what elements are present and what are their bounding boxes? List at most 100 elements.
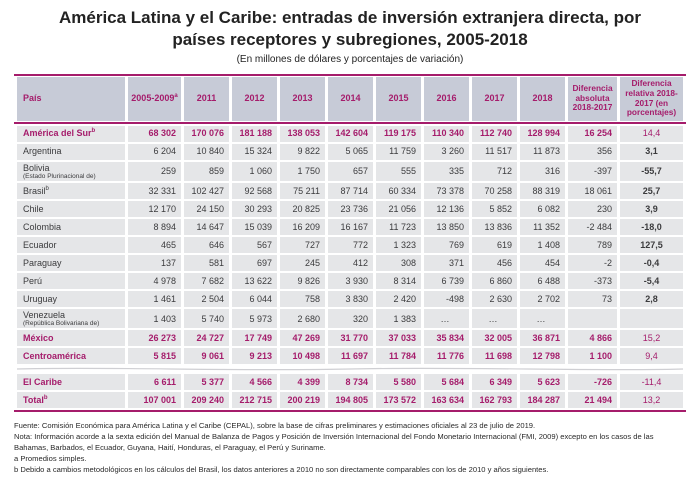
- value-cell: 2 504: [184, 290, 229, 307]
- value-cell: 3,1: [620, 143, 683, 160]
- value-cell: -373: [568, 272, 617, 289]
- value-cell: 308: [376, 254, 421, 271]
- value-cell: 31 770: [328, 330, 373, 347]
- value-cell: 200 219: [280, 392, 325, 409]
- value-cell: …: [424, 308, 469, 329]
- value-cell: 137: [128, 254, 181, 271]
- value-cell: -397: [568, 161, 617, 181]
- value-cell: 1 750: [280, 161, 325, 181]
- value-cell: -0,4: [620, 254, 683, 271]
- value-cell: 75 211: [280, 182, 325, 199]
- value-cell: 14 647: [184, 218, 229, 235]
- footnote-a: a Promedios simples.: [14, 453, 87, 463]
- value-cell: 6 611: [128, 374, 181, 391]
- value-cell: 697: [232, 254, 277, 271]
- value-cell: …: [472, 308, 517, 329]
- value-cell: 712: [472, 161, 517, 181]
- value-cell: 456: [472, 254, 517, 271]
- value-cell: 107 001: [128, 392, 181, 409]
- value-cell: 5 973: [232, 308, 277, 329]
- value-cell: 555: [376, 161, 421, 181]
- country-cell: Brasilb: [17, 182, 125, 199]
- fdi-table: País 2005-2009a 2011 2012 2013 2014 2015 2016 20…: [14, 73, 686, 413]
- value-cell: 412: [328, 254, 373, 271]
- value-cell: 17 749: [232, 330, 277, 347]
- country-cell: América del Surb: [17, 125, 125, 142]
- value-cell: 4 978: [128, 272, 181, 289]
- value-cell: 21 494: [568, 392, 617, 409]
- value-cell: 758: [280, 290, 325, 307]
- value-cell: 789: [568, 236, 617, 253]
- value-cell: 1 383: [376, 308, 421, 329]
- value-cell: 2 680: [280, 308, 325, 329]
- value-cell: 173 572: [376, 392, 421, 409]
- table-row: Chile 12 170 24 150 30 293 20 825 23 736 21 05…: [17, 200, 683, 217]
- value-cell: 371: [424, 254, 469, 271]
- value-cell: 4 566: [232, 374, 277, 391]
- value-cell: 5 684: [424, 374, 469, 391]
- column-header: 2005-2009a: [128, 76, 181, 121]
- value-cell: 259: [128, 161, 181, 181]
- value-cell: 5 740: [184, 308, 229, 329]
- value-cell: 138 053: [280, 125, 325, 142]
- value-cell: 5 815: [128, 348, 181, 365]
- table-row: Venezuela (República Bolivariana de) 1 403…: [17, 308, 683, 329]
- value-cell: 2,8: [620, 290, 683, 307]
- value-cell: 24 150: [184, 200, 229, 217]
- value-cell: 619: [472, 236, 517, 253]
- column-header: 2016: [424, 76, 469, 121]
- value-cell: 12 170: [128, 200, 181, 217]
- value-cell: -498: [424, 290, 469, 307]
- value-cell: 5 580: [376, 374, 421, 391]
- value-cell: -5,4: [620, 272, 683, 289]
- column-header: Diferencia absoluta 2018-2017: [568, 76, 617, 121]
- value-cell: 6 082: [520, 200, 565, 217]
- value-cell: 88 319: [520, 182, 565, 199]
- value-cell: 32 331: [128, 182, 181, 199]
- table-row: Uruguay 1 461 2 504 6 044 758 3 830 2 420 -498 2…: [17, 290, 683, 307]
- value-cell: 9 213: [232, 348, 277, 365]
- value-cell: 11 697: [328, 348, 373, 365]
- value-cell: 11 873: [520, 143, 565, 160]
- value-cell: 7 682: [184, 272, 229, 289]
- value-cell: 581: [184, 254, 229, 271]
- value-cell: 5 852: [472, 200, 517, 217]
- value-cell: 859: [184, 161, 229, 181]
- table-row: Centroamérica 5 815 9 061 9 213 10 498 11 697…: [17, 348, 683, 365]
- header-row: País 2005-2009a 2011 2012 2013 2014 2015 2016 20…: [17, 76, 683, 121]
- value-cell: 6 860: [472, 272, 517, 289]
- value-cell: 13 622: [232, 272, 277, 289]
- value-cell: [620, 308, 683, 329]
- column-header: 2017: [472, 76, 517, 121]
- value-cell: 567: [232, 236, 277, 253]
- value-cell: 465: [128, 236, 181, 253]
- column-header: País: [17, 76, 125, 121]
- value-cell: 9 822: [280, 143, 325, 160]
- section-divider: [17, 366, 683, 373]
- value-cell: 162 793: [472, 392, 517, 409]
- value-cell: 35 834: [424, 330, 469, 347]
- value-cell: 102 427: [184, 182, 229, 199]
- country-cell: Totalb: [17, 392, 125, 409]
- value-cell: 11 759: [376, 143, 421, 160]
- value-cell: 14,4: [620, 125, 683, 142]
- value-cell: 70 258: [472, 182, 517, 199]
- bottom-rule: [14, 410, 686, 413]
- value-cell: 142 604: [328, 125, 373, 142]
- value-cell: 1 060: [232, 161, 277, 181]
- value-cell: 127,5: [620, 236, 683, 253]
- country-cell: Perú: [17, 272, 125, 289]
- value-cell: 25,7: [620, 182, 683, 199]
- country-cell: Paraguay: [17, 254, 125, 271]
- value-cell: 47 269: [280, 330, 325, 347]
- value-cell: 13 850: [424, 218, 469, 235]
- value-cell: 37 033: [376, 330, 421, 347]
- value-cell: 1 408: [520, 236, 565, 253]
- value-cell: -18,0: [620, 218, 683, 235]
- value-cell: 10 498: [280, 348, 325, 365]
- country-cell: Colombia: [17, 218, 125, 235]
- value-cell: 18 061: [568, 182, 617, 199]
- value-cell: 68 302: [128, 125, 181, 142]
- value-cell: 9 826: [280, 272, 325, 289]
- value-cell: 1 323: [376, 236, 421, 253]
